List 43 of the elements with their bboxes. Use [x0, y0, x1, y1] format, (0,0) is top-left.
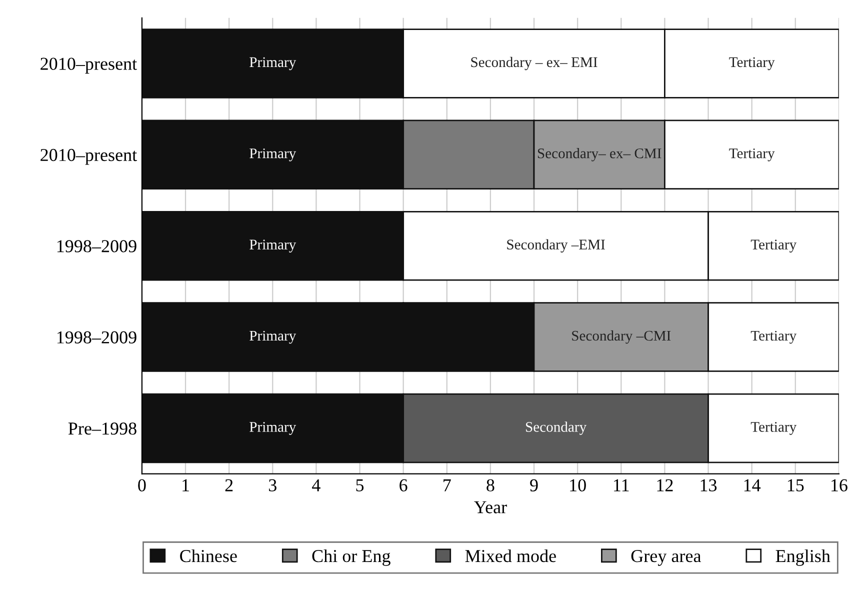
x-tick-label: 2	[225, 479, 233, 492]
x-tick-label: 10	[570, 479, 586, 492]
legend-label: Chinese	[180, 549, 237, 562]
x-tick-label: 15	[788, 479, 804, 492]
legend-label: English	[776, 549, 830, 566]
x-tick-label: 6	[400, 479, 408, 492]
data-label: Tertiary	[729, 57, 775, 70]
x-tick-label: 4	[312, 479, 320, 492]
x-tick-label: 7	[444, 479, 451, 492]
x-tick-label: 1	[182, 479, 189, 492]
data-label: Tertiary	[729, 148, 775, 162]
legend-label: Mixed mode	[465, 549, 556, 562]
legend-label: Grey area	[631, 550, 702, 566]
data-label: Tertiary	[750, 240, 797, 252]
data-label: Primary	[250, 148, 296, 162]
x-tick-label: 16	[832, 479, 848, 492]
x-tick-label: 14	[744, 479, 761, 492]
y-tick-label: Pre–1998	[68, 422, 136, 435]
x-tick-label: 5	[356, 479, 364, 492]
x-tick-label: 8	[486, 479, 494, 492]
data-label: Secondary –CMI	[572, 330, 671, 344]
x-tick-label: 11	[614, 479, 629, 492]
y-tick-label: 1998–2009	[57, 240, 136, 252]
y-tick-label: 2010–present	[40, 58, 137, 74]
x-tick-label: 13	[700, 479, 717, 492]
x-tick-label: 3	[268, 479, 276, 492]
data-label: Secondary	[526, 422, 587, 435]
data-label: Primary	[250, 330, 296, 344]
x-tick-label: 0	[138, 479, 146, 492]
y-tick-label: 1998–2009	[57, 331, 136, 344]
data-label: Secondary – ex– EMI	[471, 56, 598, 70]
data-label: Primary	[250, 240, 296, 252]
x-tick-label: 12	[657, 479, 673, 492]
data-label: Secondary– ex– CMI	[538, 148, 662, 162]
data-label: Secondary –EMI	[507, 239, 605, 252]
data-label: Tertiary	[750, 422, 797, 435]
x-axis-title: Year	[474, 501, 507, 514]
x-tick-label: 9	[530, 479, 538, 492]
data-label: Primary	[250, 57, 296, 70]
y-tick-label: 2010–present	[40, 148, 137, 165]
data-label: Tertiary	[750, 330, 797, 344]
legend-label: Chi or Eng	[312, 549, 390, 566]
data-label: Primary	[250, 422, 296, 435]
